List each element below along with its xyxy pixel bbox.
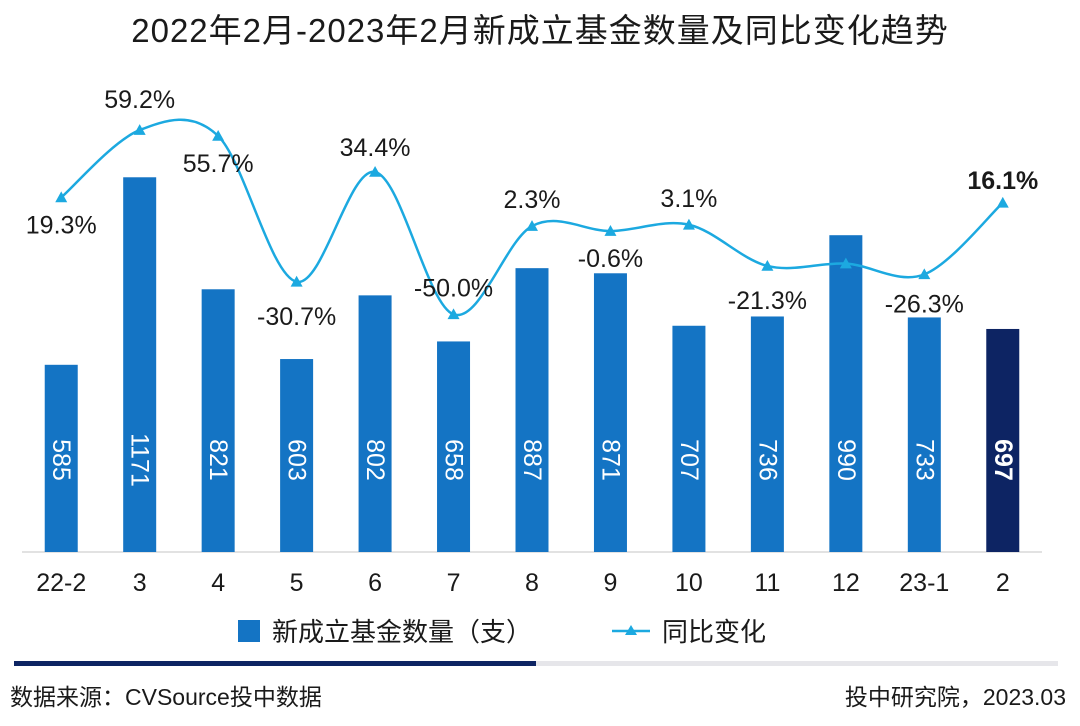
bar-12 <box>986 328 1020 552</box>
legend: 新成立基金数量（支） 同比变化 <box>0 612 1080 652</box>
bar-3 <box>280 359 314 552</box>
line-value-label-6: 2.3% <box>504 186 561 214</box>
legend-line-swatch <box>612 624 650 635</box>
line-markers <box>55 124 1009 320</box>
line-marker-3 <box>290 275 303 287</box>
legend-line-label: 同比变化 <box>662 617 767 647</box>
bar-value-label-9: 736 <box>753 439 781 481</box>
line-marker-12 <box>996 196 1009 208</box>
bar-value-label-1: 1171 <box>126 433 154 487</box>
bar-6 <box>515 268 549 552</box>
bar-1 <box>123 177 157 552</box>
bar-value-label-3: 603 <box>283 439 311 481</box>
bar-value-label-12: 697 <box>989 439 1017 481</box>
x-tick-4: 6 <box>368 569 382 597</box>
line-value-label-7: -0.6% <box>578 245 643 273</box>
legend-item-bar: 新成立基金数量（支） <box>238 612 532 649</box>
credit-note: 投中研究院，2023.03 <box>844 684 1066 710</box>
line-value-label-1: 59.2% <box>104 86 175 114</box>
x-tick-0: 22-2 <box>36 569 86 597</box>
line-marker-5 <box>447 308 460 320</box>
footer-divider-light <box>536 661 1058 666</box>
line-marker-0 <box>55 191 68 203</box>
x-tick-2: 4 <box>211 569 225 597</box>
bar-labels: 585 1171 821 603 802 658 887 871 707 736 990 733 697 <box>47 433 1017 487</box>
line-marker-1 <box>133 124 146 135</box>
bar-2 <box>201 289 235 552</box>
bar-8 <box>672 325 706 552</box>
bar-10 <box>829 235 863 552</box>
x-tick-1: 3 <box>133 569 147 597</box>
line-marker-2 <box>212 130 225 141</box>
bar-7 <box>593 273 627 552</box>
x-tick-labels: 22-2 3 4 5 6 7 8 9 10 11 12 23-1 2 <box>36 569 1010 597</box>
bar-0 <box>44 364 78 552</box>
line-value-label-8: 3.1% <box>660 185 717 213</box>
bar-value-label-6: 887 <box>518 439 546 481</box>
bar-9 <box>750 316 784 552</box>
bar-series <box>44 177 1020 552</box>
x-tick-7: 9 <box>604 569 618 597</box>
bar-value-label-11: 733 <box>910 439 938 481</box>
line-labels: 19.3% 59.2% 55.7% -30.7% 34.4% -50.0% 2.3% -0.6… <box>26 86 1038 331</box>
line-marker-8 <box>682 218 695 230</box>
x-tick-9: 11 <box>754 569 780 597</box>
bar-value-label-5: 658 <box>440 439 468 481</box>
source-note: 数据来源：CVSource投中数据 <box>10 684 322 710</box>
bar-value-label-10: 990 <box>832 439 860 481</box>
x-tick-5: 7 <box>447 569 461 597</box>
footer-divider-dark <box>14 661 536 666</box>
bar-11 <box>907 317 941 552</box>
line-value-label-4: 34.4% <box>340 134 411 162</box>
bar-value-label-4: 802 <box>361 439 389 481</box>
line-value-label-2: 55.7% <box>183 150 254 178</box>
legend-item-line: 同比变化 <box>610 612 766 649</box>
line-marker-6 <box>526 220 538 231</box>
line-marker-10 <box>839 257 852 269</box>
line-series <box>60 118 1004 317</box>
line-value-label-11: -26.3% <box>885 290 964 318</box>
bar-value-label-7: 871 <box>596 439 624 481</box>
bar-5 <box>437 341 471 552</box>
line-value-label-0: 19.3% <box>26 211 97 239</box>
line-marker-11 <box>918 268 931 280</box>
x-tick-3: 5 <box>290 569 304 597</box>
bar-value-label-8: 707 <box>675 439 703 481</box>
chart-title: 2022年2月-2023年2月新成立基金数量及同比变化趋势 <box>131 12 949 49</box>
legend-bar-label: 新成立基金数量（支） <box>272 617 533 647</box>
chart-canvas: 585 1171 821 603 802 658 887 871 707 736 990 733 697… <box>22 86 1042 597</box>
bar-value-label-0: 585 <box>47 439 75 481</box>
line-marker-4 <box>369 165 382 177</box>
x-tick-6: 8 <box>525 569 539 597</box>
line-value-label-5: -50.0% <box>414 274 493 302</box>
bar-4 <box>358 295 392 552</box>
legend-bar-swatch <box>238 619 260 642</box>
line-value-label-12: 16.1% <box>967 167 1038 195</box>
x-tick-11: 23-1 <box>899 569 949 597</box>
bar-value-label-2: 821 <box>204 439 232 481</box>
x-tick-10: 12 <box>832 569 860 597</box>
x-tick-8: 10 <box>675 569 703 597</box>
line-marker-9 <box>761 259 774 271</box>
line-marker-7 <box>604 225 617 236</box>
x-tick-12: 2 <box>996 569 1010 597</box>
line-value-label-9: -21.3% <box>728 287 807 315</box>
line-value-label-3: -30.7% <box>257 303 336 331</box>
